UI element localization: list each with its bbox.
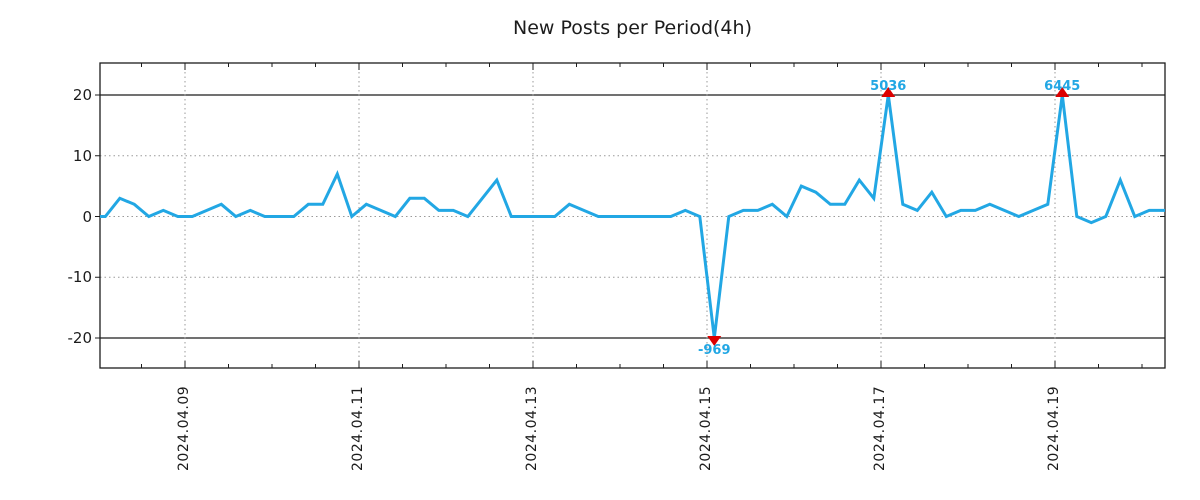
x-tick-label: 2024.04.11 [350, 385, 366, 471]
y-tick-label: 0 [82, 207, 92, 226]
x-tick-label: 2024.04.13 [524, 385, 540, 471]
data-line [100, 94, 1165, 339]
x-tick-label: 2024.04.15 [698, 385, 714, 471]
y-tick-label: 20 [72, 86, 92, 104]
annotation-label: 6445 [1044, 79, 1081, 94]
chart-title: New Posts per Period(4h) [513, 17, 752, 39]
y-tick-label: -20 [67, 329, 93, 347]
y-tick-label: 10 [72, 146, 92, 165]
x-tick-label: 2024.04.19 [1046, 385, 1062, 471]
annotation-label: -969 [697, 343, 731, 358]
y-tick-label: -10 [67, 268, 93, 287]
x-tick-label: 2024.04.17 [872, 385, 888, 471]
annotation-label: 5036 [870, 79, 907, 94]
peak-marker-up [881, 87, 896, 97]
trough-marker-down [707, 336, 722, 346]
peak-marker-up [1055, 87, 1070, 97]
x-tick-label: 2024.04.09 [176, 385, 192, 471]
